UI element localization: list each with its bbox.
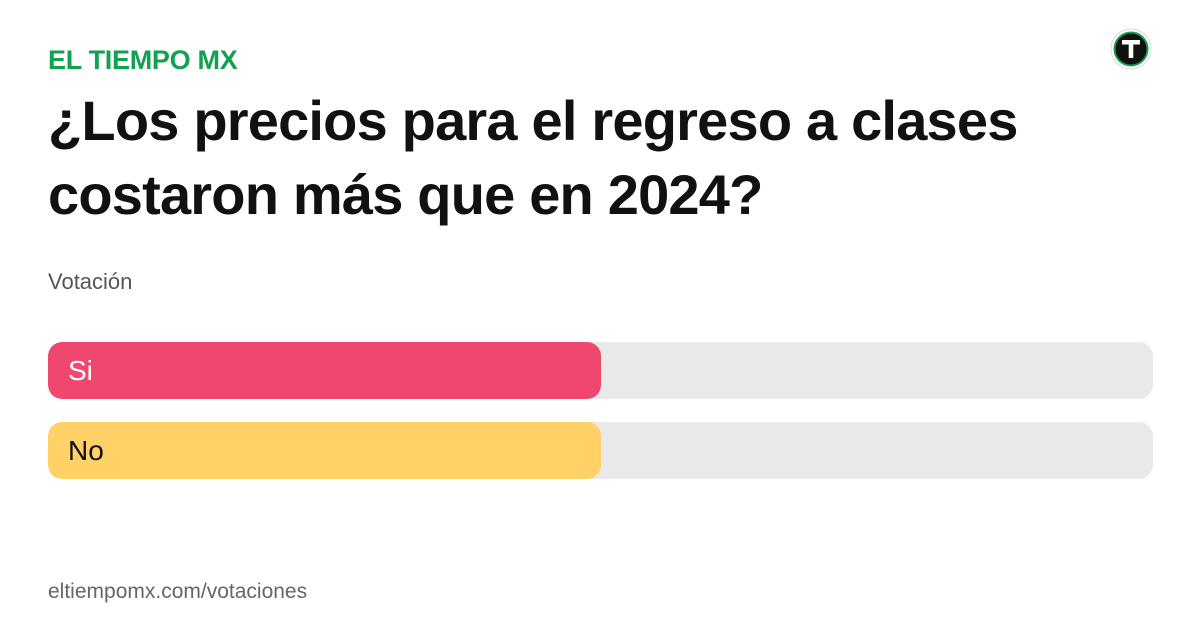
poll-option-bar: [48, 342, 601, 399]
poll-type-label: Votación: [48, 269, 133, 294]
poll-option-label: No: [68, 435, 104, 466]
brand-name: EL TIEMPO MX: [48, 45, 238, 75]
poll-option-label: Si: [68, 355, 93, 386]
poll-option-no[interactable]: No: [48, 422, 1153, 479]
poll-option-si[interactable]: Si: [48, 342, 1153, 399]
poll-question: ¿Los precios para el regreso a clases co…: [48, 89, 1018, 226]
poll-option-bar: [48, 422, 601, 479]
el-tiempo-t-logo-icon: [1110, 28, 1152, 70]
footer-url[interactable]: eltiempomx.com/votaciones: [48, 580, 308, 603]
poll-options: Si No: [48, 342, 1153, 502]
